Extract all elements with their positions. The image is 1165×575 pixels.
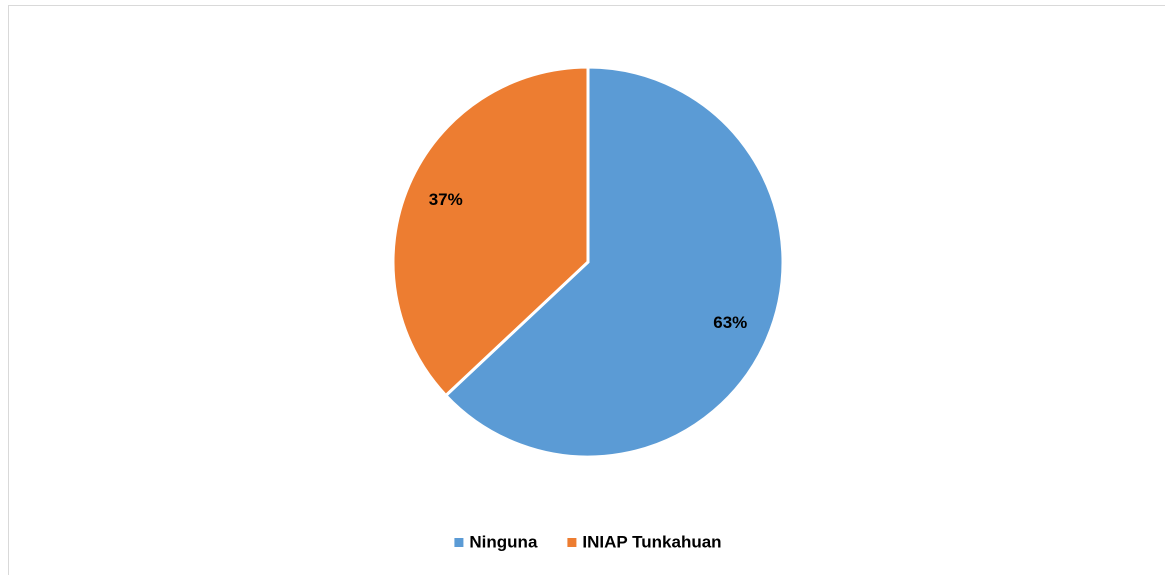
legend-marker (454, 538, 464, 547)
pie-slice (443, 65, 785, 459)
data-label: 37% (429, 190, 463, 209)
legend-marker (567, 538, 577, 547)
data-label: 63% (713, 313, 747, 332)
pie-slice (391, 65, 590, 398)
legend-label: INIAP Tunkahuan (582, 532, 721, 551)
legend-label: Ninguna (469, 532, 538, 551)
